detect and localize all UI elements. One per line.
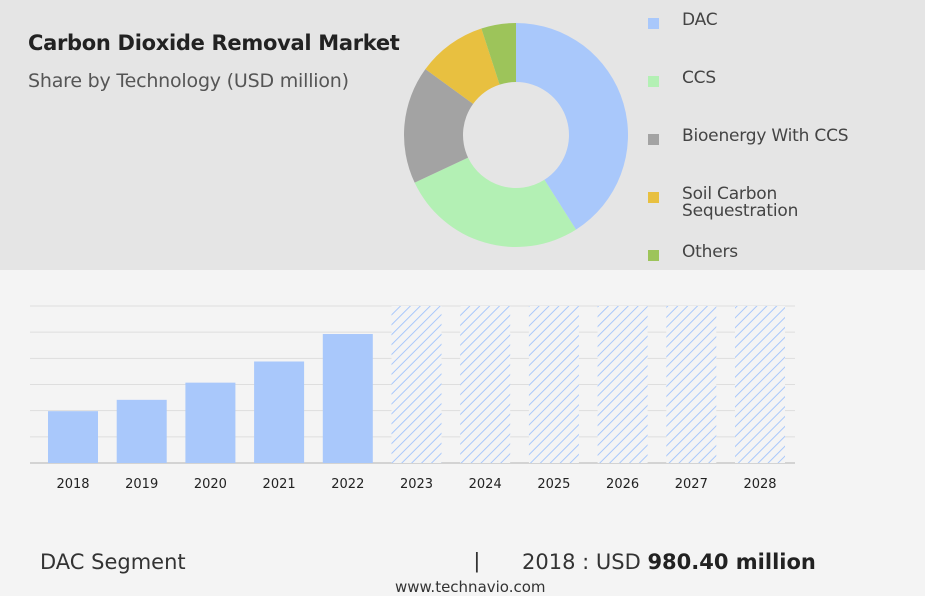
x-tick-label: 2022	[331, 477, 364, 492]
legend-item-ccs: CCS	[648, 70, 908, 87]
bar-forecast-2028	[735, 306, 785, 463]
legend-label: DAC	[682, 10, 718, 30]
x-tick-label: 2020	[194, 477, 227, 492]
legend-item-dac: DAC	[648, 12, 908, 29]
chart-title: Carbon Dioxide Removal Market	[28, 31, 400, 55]
bar-2022	[322, 334, 373, 463]
legend-swatch	[648, 250, 659, 261]
bar-forecast-2023	[391, 306, 442, 463]
chart-subtitle: Share by Technology (USD million)	[28, 70, 349, 92]
legend-swatch	[648, 76, 659, 87]
donut-slice-bioenergy-with-ccs	[404, 69, 474, 183]
bar-forecast-2027	[666, 306, 717, 463]
bar-forecast-2025	[528, 306, 579, 463]
donut-slice-ccs	[414, 157, 577, 247]
legend-item-soil-carbon-sequestration: Soil Carbon Sequestration	[648, 186, 908, 220]
legend-swatch	[648, 18, 659, 29]
x-tick-label: 2026	[606, 477, 639, 492]
bar-forecast-2026	[597, 306, 648, 463]
segment-value-amount: 980.40 million	[647, 550, 816, 574]
x-tick-label: 2024	[469, 477, 502, 492]
legend-swatch	[648, 192, 659, 203]
legend-label: Bioenergy With CCS	[682, 126, 849, 146]
bar-chart: 2018 2019 2020 2021 2022 2023 2024 2025 2026 2027…	[30, 305, 795, 492]
segment-value-prefix: 2018 : USD	[522, 550, 641, 574]
bar-2019	[116, 399, 167, 463]
donut-slice-soil-carbon-sequestration	[425, 28, 500, 104]
x-tick-label: 2025	[537, 477, 570, 492]
x-tick-label: 2023	[400, 477, 433, 492]
x-tick-label: 2027	[675, 477, 708, 492]
x-tick-label: 2021	[263, 477, 296, 492]
bar-2018	[48, 411, 98, 463]
segment-value: 2018 : USD 980.40 million	[522, 550, 816, 574]
legend-label: CCS	[682, 68, 716, 88]
x-tick-label: 2018	[56, 477, 89, 492]
donut-slice-dac	[516, 23, 628, 230]
bar-forecast-2024	[460, 306, 511, 463]
legend-item-bioenergy-with-ccs: Bioenergy With CCS	[648, 128, 908, 145]
x-tick-label: 2019	[125, 477, 158, 492]
bar-2020	[185, 382, 236, 463]
legend-item-others: Others	[648, 244, 908, 261]
legend-label: Others	[682, 242, 738, 262]
footer-separator: |	[474, 548, 480, 573]
donut-chart	[404, 23, 628, 247]
segment-label: DAC Segment	[40, 550, 186, 574]
source-url: www.technavio.com	[395, 578, 546, 596]
legend-label: Soil Carbon Sequestration	[682, 184, 799, 221]
legend-swatch	[648, 134, 659, 145]
donut-slice-others	[481, 23, 516, 85]
x-tick-label: 2028	[743, 477, 776, 492]
bar-2021	[254, 361, 305, 463]
